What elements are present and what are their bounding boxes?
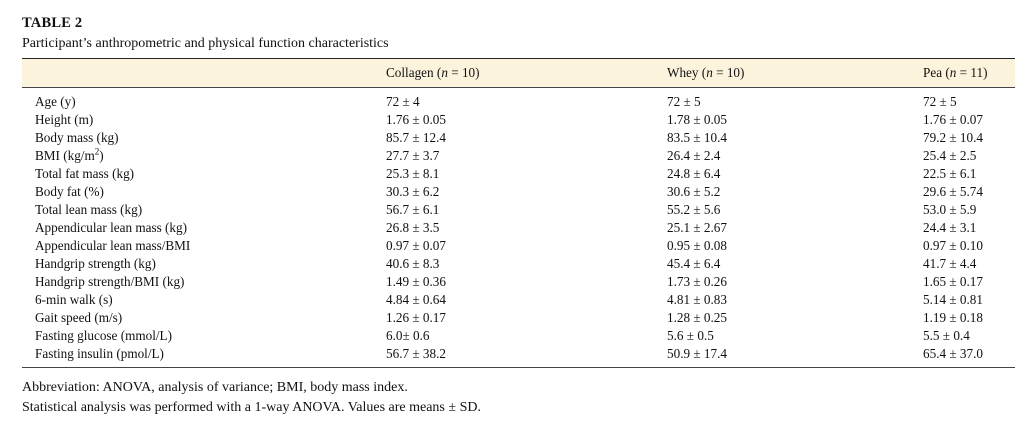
cell-pea: 72 ± 5 bbox=[923, 94, 957, 109]
cell-pea: 29.6 ± 5.74 bbox=[923, 184, 983, 199]
abbreviation-note: Abbreviation: ANOVA, analysis of varianc… bbox=[22, 380, 408, 395]
row-label: Handgrip strength (kg) bbox=[35, 256, 156, 271]
cell-pea: 5.5 ± 0.4 bbox=[923, 328, 970, 343]
table-row: Height (m) 1.76 ± 0.05 1.78 ± 0.05 1.76 ± 0… bbox=[22, 111, 1015, 129]
cell-collagen: 30.3 ± 6.2 bbox=[386, 184, 440, 199]
cell-pea: 22.5 ± 6.1 bbox=[923, 166, 977, 181]
cell-whey: 72 ± 5 bbox=[667, 94, 701, 109]
row-label: Total fat mass (kg) bbox=[35, 166, 135, 181]
table-body: Age (y) 72 ± 4 72 ± 5 72 ± 5 Height (m) 1.76… bbox=[22, 88, 1015, 368]
cell-whey: 50.9 ± 17.4 bbox=[667, 346, 727, 361]
table-header-row: Collagen (n = 10) Whey (n = 10) Pea (n =… bbox=[22, 58, 1015, 88]
table-row: Fasting insulin (pmol/L) 56.7 ± 38.2 50.9 … bbox=[22, 345, 1015, 368]
cell-collagen: 25.3 ± 8.1 bbox=[386, 166, 440, 181]
header-blank-cell bbox=[22, 59, 386, 88]
cell-pea: 0.97 ± 0.10 bbox=[923, 238, 983, 253]
table-row: Total fat mass (kg) 25.3 ± 8.1 24.8 ± 6.4 2… bbox=[22, 165, 1015, 183]
cell-whey: 45.4 ± 6.4 bbox=[667, 256, 721, 271]
cell-pea: 25.4 ± 2.5 bbox=[923, 148, 977, 163]
table-row: Fasting glucose (mmol/L) 6.0± 0.6 5.6 ± 0.… bbox=[22, 327, 1015, 345]
header-pea: Pea (n = 11) bbox=[923, 65, 988, 80]
cell-collagen: 6.0± 0.6 bbox=[386, 328, 430, 343]
table-row: BMI (kg/m2) 27.7 ± 3.7 26.4 ± 2.4 25.4 ± 2.… bbox=[22, 147, 1015, 165]
table-footnotes: Abbreviation: ANOVA, analysis of varianc… bbox=[22, 378, 1002, 418]
table-row: Gait speed (m/s) 1.26 ± 0.17 1.28 ± 0.25 1.… bbox=[22, 309, 1015, 327]
table-number: TABLE 2 bbox=[22, 15, 83, 31]
table-row: Handgrip strength/BMI (kg) 1.49 ± 0.36 1.7… bbox=[22, 273, 1015, 291]
cell-whey: 24.8 ± 6.4 bbox=[667, 166, 721, 181]
cell-collagen: 72 ± 4 bbox=[386, 94, 420, 109]
cell-whey: 25.1 ± 2.67 bbox=[667, 220, 727, 235]
row-label: Fasting insulin (pmol/L) bbox=[35, 346, 164, 361]
cell-whey: 4.81 ± 0.83 bbox=[667, 292, 727, 307]
cell-whey: 26.4 ± 2.4 bbox=[667, 148, 721, 163]
table-row: Handgrip strength (kg) 40.6 ± 8.3 45.4 ± 6… bbox=[22, 255, 1015, 273]
table-row: 6-min walk (s) 4.84 ± 0.64 4.81 ± 0.83 5.14… bbox=[22, 291, 1015, 309]
row-label: Body fat (%) bbox=[35, 184, 104, 199]
row-label: Handgrip strength/BMI (kg) bbox=[35, 274, 185, 289]
cell-collagen: 4.84 ± 0.64 bbox=[386, 292, 446, 307]
cell-collagen: 56.7 ± 38.2 bbox=[386, 346, 446, 361]
table-row: Appendicular lean mass/BMI 0.97 ± 0.07 0.9… bbox=[22, 237, 1015, 255]
cell-pea: 53.0 ± 5.9 bbox=[923, 202, 977, 217]
cell-whey: 55.2 ± 5.6 bbox=[667, 202, 721, 217]
cell-whey: 1.28 ± 0.25 bbox=[667, 310, 727, 325]
table-row: Body fat (%) 30.3 ± 6.2 30.6 ± 5.2 29.6 ± 5… bbox=[22, 183, 1015, 201]
cell-collagen: 0.97 ± 0.07 bbox=[386, 238, 446, 253]
statistics-note: Statistical analysis was performed with … bbox=[22, 400, 481, 415]
cell-whey: 1.78 ± 0.05 bbox=[667, 112, 727, 127]
cell-pea: 65.4 ± 37.0 bbox=[923, 346, 983, 361]
row-label: BMI (kg/m2) bbox=[35, 146, 104, 163]
cell-collagen: 26.8 ± 3.5 bbox=[386, 220, 440, 235]
cell-whey: 30.6 ± 5.2 bbox=[667, 184, 721, 199]
header-collagen: Collagen (n = 10) bbox=[386, 65, 480, 80]
row-label: Appendicular lean mass (kg) bbox=[35, 220, 187, 235]
row-label: Gait speed (m/s) bbox=[35, 310, 123, 325]
cell-pea: 41.7 ± 4.4 bbox=[923, 256, 977, 271]
table-row: Body mass (kg) 85.7 ± 12.4 83.5 ± 10.4 79.2… bbox=[22, 129, 1015, 147]
cell-collagen: 27.7 ± 3.7 bbox=[386, 148, 440, 163]
cell-whey: 0.95 ± 0.08 bbox=[667, 238, 727, 253]
table-row: Total lean mass (kg) 56.7 ± 6.1 55.2 ± 5.6… bbox=[22, 201, 1015, 219]
cell-whey: 83.5 ± 10.4 bbox=[667, 130, 727, 145]
row-label: Height (m) bbox=[35, 112, 94, 127]
row-label: Total lean mass (kg) bbox=[35, 202, 143, 217]
cell-pea: 1.19 ± 0.18 bbox=[923, 310, 983, 325]
cell-pea: 24.4 ± 3.1 bbox=[923, 220, 977, 235]
cell-collagen: 1.26 ± 0.17 bbox=[386, 310, 446, 325]
cell-collagen: 1.76 ± 0.05 bbox=[386, 112, 446, 127]
row-label: Body mass (kg) bbox=[35, 130, 119, 145]
table-figure: TABLE 2 Participant’s anthropometric and… bbox=[22, 14, 1015, 418]
row-label: Appendicular lean mass/BMI bbox=[35, 238, 191, 253]
table-row: Age (y) 72 ± 4 72 ± 5 72 ± 5 bbox=[22, 88, 1015, 112]
cell-collagen: 56.7 ± 6.1 bbox=[386, 202, 440, 217]
cell-pea: 5.14 ± 0.81 bbox=[923, 292, 983, 307]
row-label: Fasting glucose (mmol/L) bbox=[35, 328, 172, 343]
table-caption: Participant’s anthropometric and physica… bbox=[22, 36, 389, 51]
header-whey: Whey (n = 10) bbox=[667, 65, 745, 80]
characteristics-table: Collagen (n = 10) Whey (n = 10) Pea (n =… bbox=[22, 58, 1015, 368]
cell-collagen: 85.7 ± 12.4 bbox=[386, 130, 446, 145]
row-label: Age (y) bbox=[35, 94, 76, 109]
table-row: Appendicular lean mass (kg) 26.8 ± 3.5 25.… bbox=[22, 219, 1015, 237]
row-label: 6-min walk (s) bbox=[35, 292, 113, 307]
cell-pea: 1.65 ± 0.17 bbox=[923, 274, 983, 289]
cell-whey: 5.6 ± 0.5 bbox=[667, 328, 714, 343]
cell-whey: 1.73 ± 0.26 bbox=[667, 274, 727, 289]
cell-pea: 1.76 ± 0.07 bbox=[923, 112, 983, 127]
cell-pea: 79.2 ± 10.4 bbox=[923, 130, 983, 145]
cell-collagen: 40.6 ± 8.3 bbox=[386, 256, 440, 271]
cell-collagen: 1.49 ± 0.36 bbox=[386, 274, 446, 289]
